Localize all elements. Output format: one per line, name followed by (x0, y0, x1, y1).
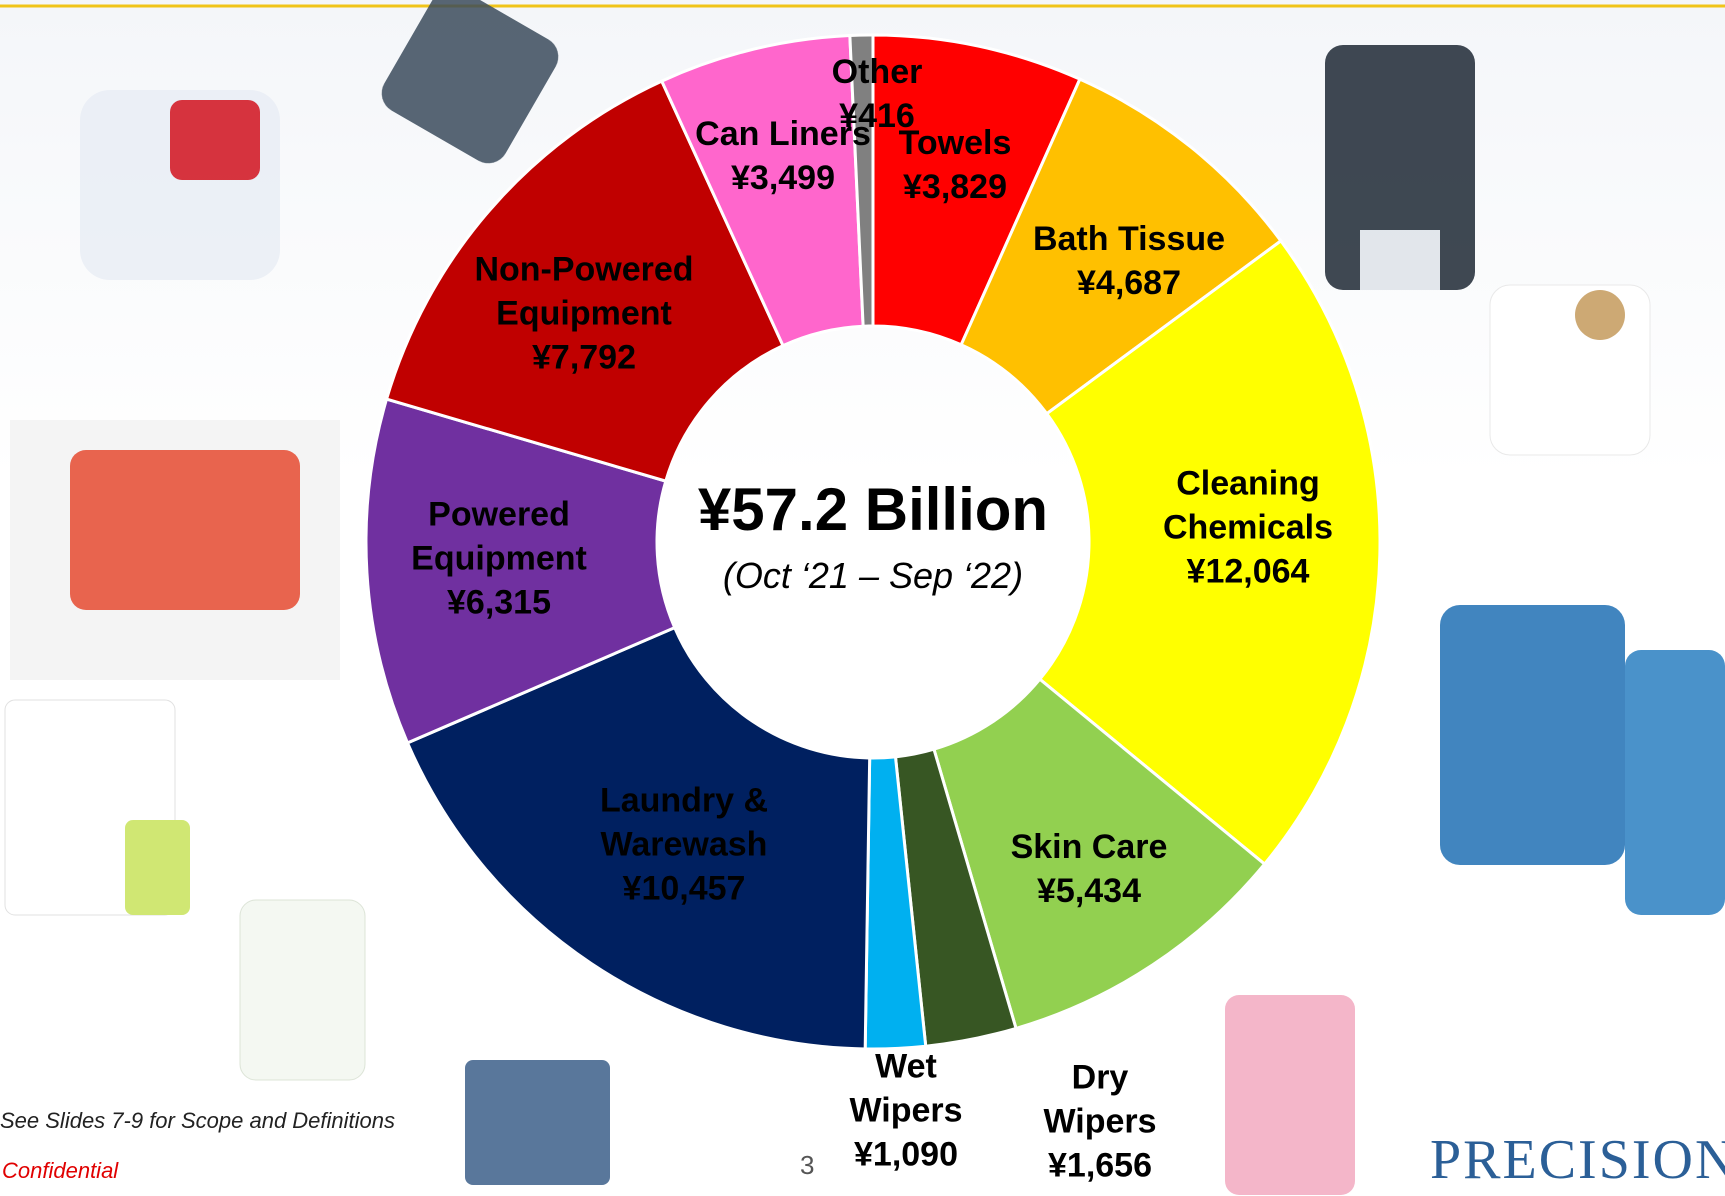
segment-label: Powered Equipment¥6,315 (389, 493, 609, 626)
wipers-pack-image (465, 1060, 610, 1185)
wipes-tub-image (240, 900, 365, 1080)
category-label: Bath Tissue (1004, 217, 1254, 261)
value-label: ¥12,064 (1138, 550, 1358, 594)
segment-label: Non-Powered Equipment¥7,792 (454, 248, 714, 381)
footnote: See Slides 7-9 for Scope and Definitions (0, 1108, 440, 1134)
segment-label: Bath Tissue¥4,687 (1004, 217, 1254, 305)
can-liner-image (374, 0, 565, 171)
center-title: ¥57.2 Billion (623, 475, 1123, 544)
jug-image (125, 820, 190, 915)
segment-label: Skin Care¥5,434 (979, 825, 1199, 913)
value-label: ¥10,457 (574, 867, 794, 911)
soap-image (1225, 995, 1355, 1195)
value-label: ¥1,656 (1035, 1144, 1165, 1188)
segment-label: Cleaning Chemicals¥12,064 (1138, 462, 1358, 595)
towel-paper (1360, 230, 1440, 290)
page-number: 3 (800, 1150, 814, 1181)
scrubber-image (70, 450, 300, 610)
category-label: Non-Powered Equipment (454, 248, 714, 336)
category-label: Cleaning Chemicals (1138, 462, 1358, 550)
value-label: ¥3,499 (663, 156, 903, 200)
logo: PRECISION (1430, 1128, 1725, 1192)
center-subtitle: (Oct ‘21 – Sep ‘22) (623, 555, 1123, 597)
segment-label: Dry Wipers¥1,656 (1035, 1056, 1165, 1189)
value-label: ¥6,315 (389, 581, 609, 625)
segment-label: Wet Wipers¥1,090 (841, 1045, 971, 1178)
value-label: ¥5,434 (979, 869, 1199, 913)
category-label: Laundry & Warewash (574, 779, 794, 867)
bottle-image (1625, 650, 1725, 915)
category-label: Wet Wipers (841, 1045, 971, 1133)
segment-label: Other¥416 (817, 50, 937, 138)
category-label: Other (817, 50, 937, 94)
bucket (170, 100, 260, 180)
value-label: ¥7,792 (454, 336, 714, 380)
value-label: ¥1,090 (841, 1133, 971, 1177)
segment-label: Laundry & Warewash¥10,457 (574, 779, 794, 912)
slide: ¥57.2 Billion (Oct ‘21 – Sep ‘22) See Sl… (0, 0, 1725, 1196)
category-label: Dry Wipers (1035, 1056, 1165, 1144)
value-label: ¥4,687 (1004, 261, 1254, 305)
confidential: Confidential (2, 1158, 118, 1184)
tissue-image (1490, 285, 1650, 455)
tissue-core (1575, 290, 1625, 340)
value-label: ¥416 (817, 94, 937, 138)
category-label: Powered Equipment (389, 493, 609, 581)
canister-image (1440, 605, 1625, 865)
category-label: Skin Care (979, 825, 1199, 869)
